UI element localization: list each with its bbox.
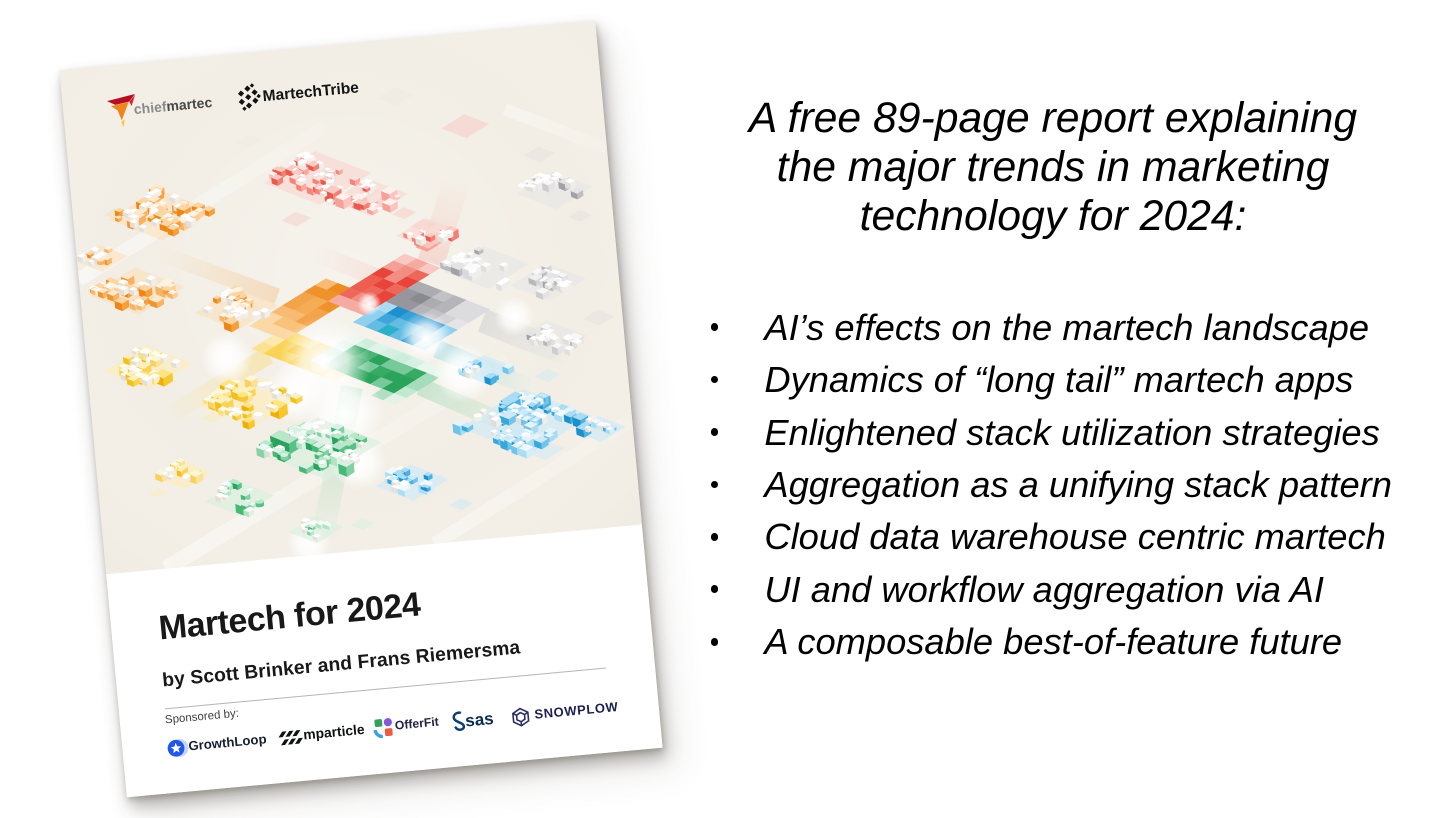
svg-text:MartechTribe: MartechTribe: [262, 79, 360, 105]
svg-text:mparticle: mparticle: [302, 722, 365, 743]
svg-text:sas: sas: [464, 709, 494, 731]
svg-text:OfferFit: OfferFit: [394, 714, 439, 732]
svg-text:SNOWPLOW: SNOWPLOW: [533, 699, 618, 722]
svg-text:chiefmartec: chiefmartec: [133, 94, 213, 117]
svg-text:GrowthLoop: GrowthLoop: [187, 731, 266, 753]
